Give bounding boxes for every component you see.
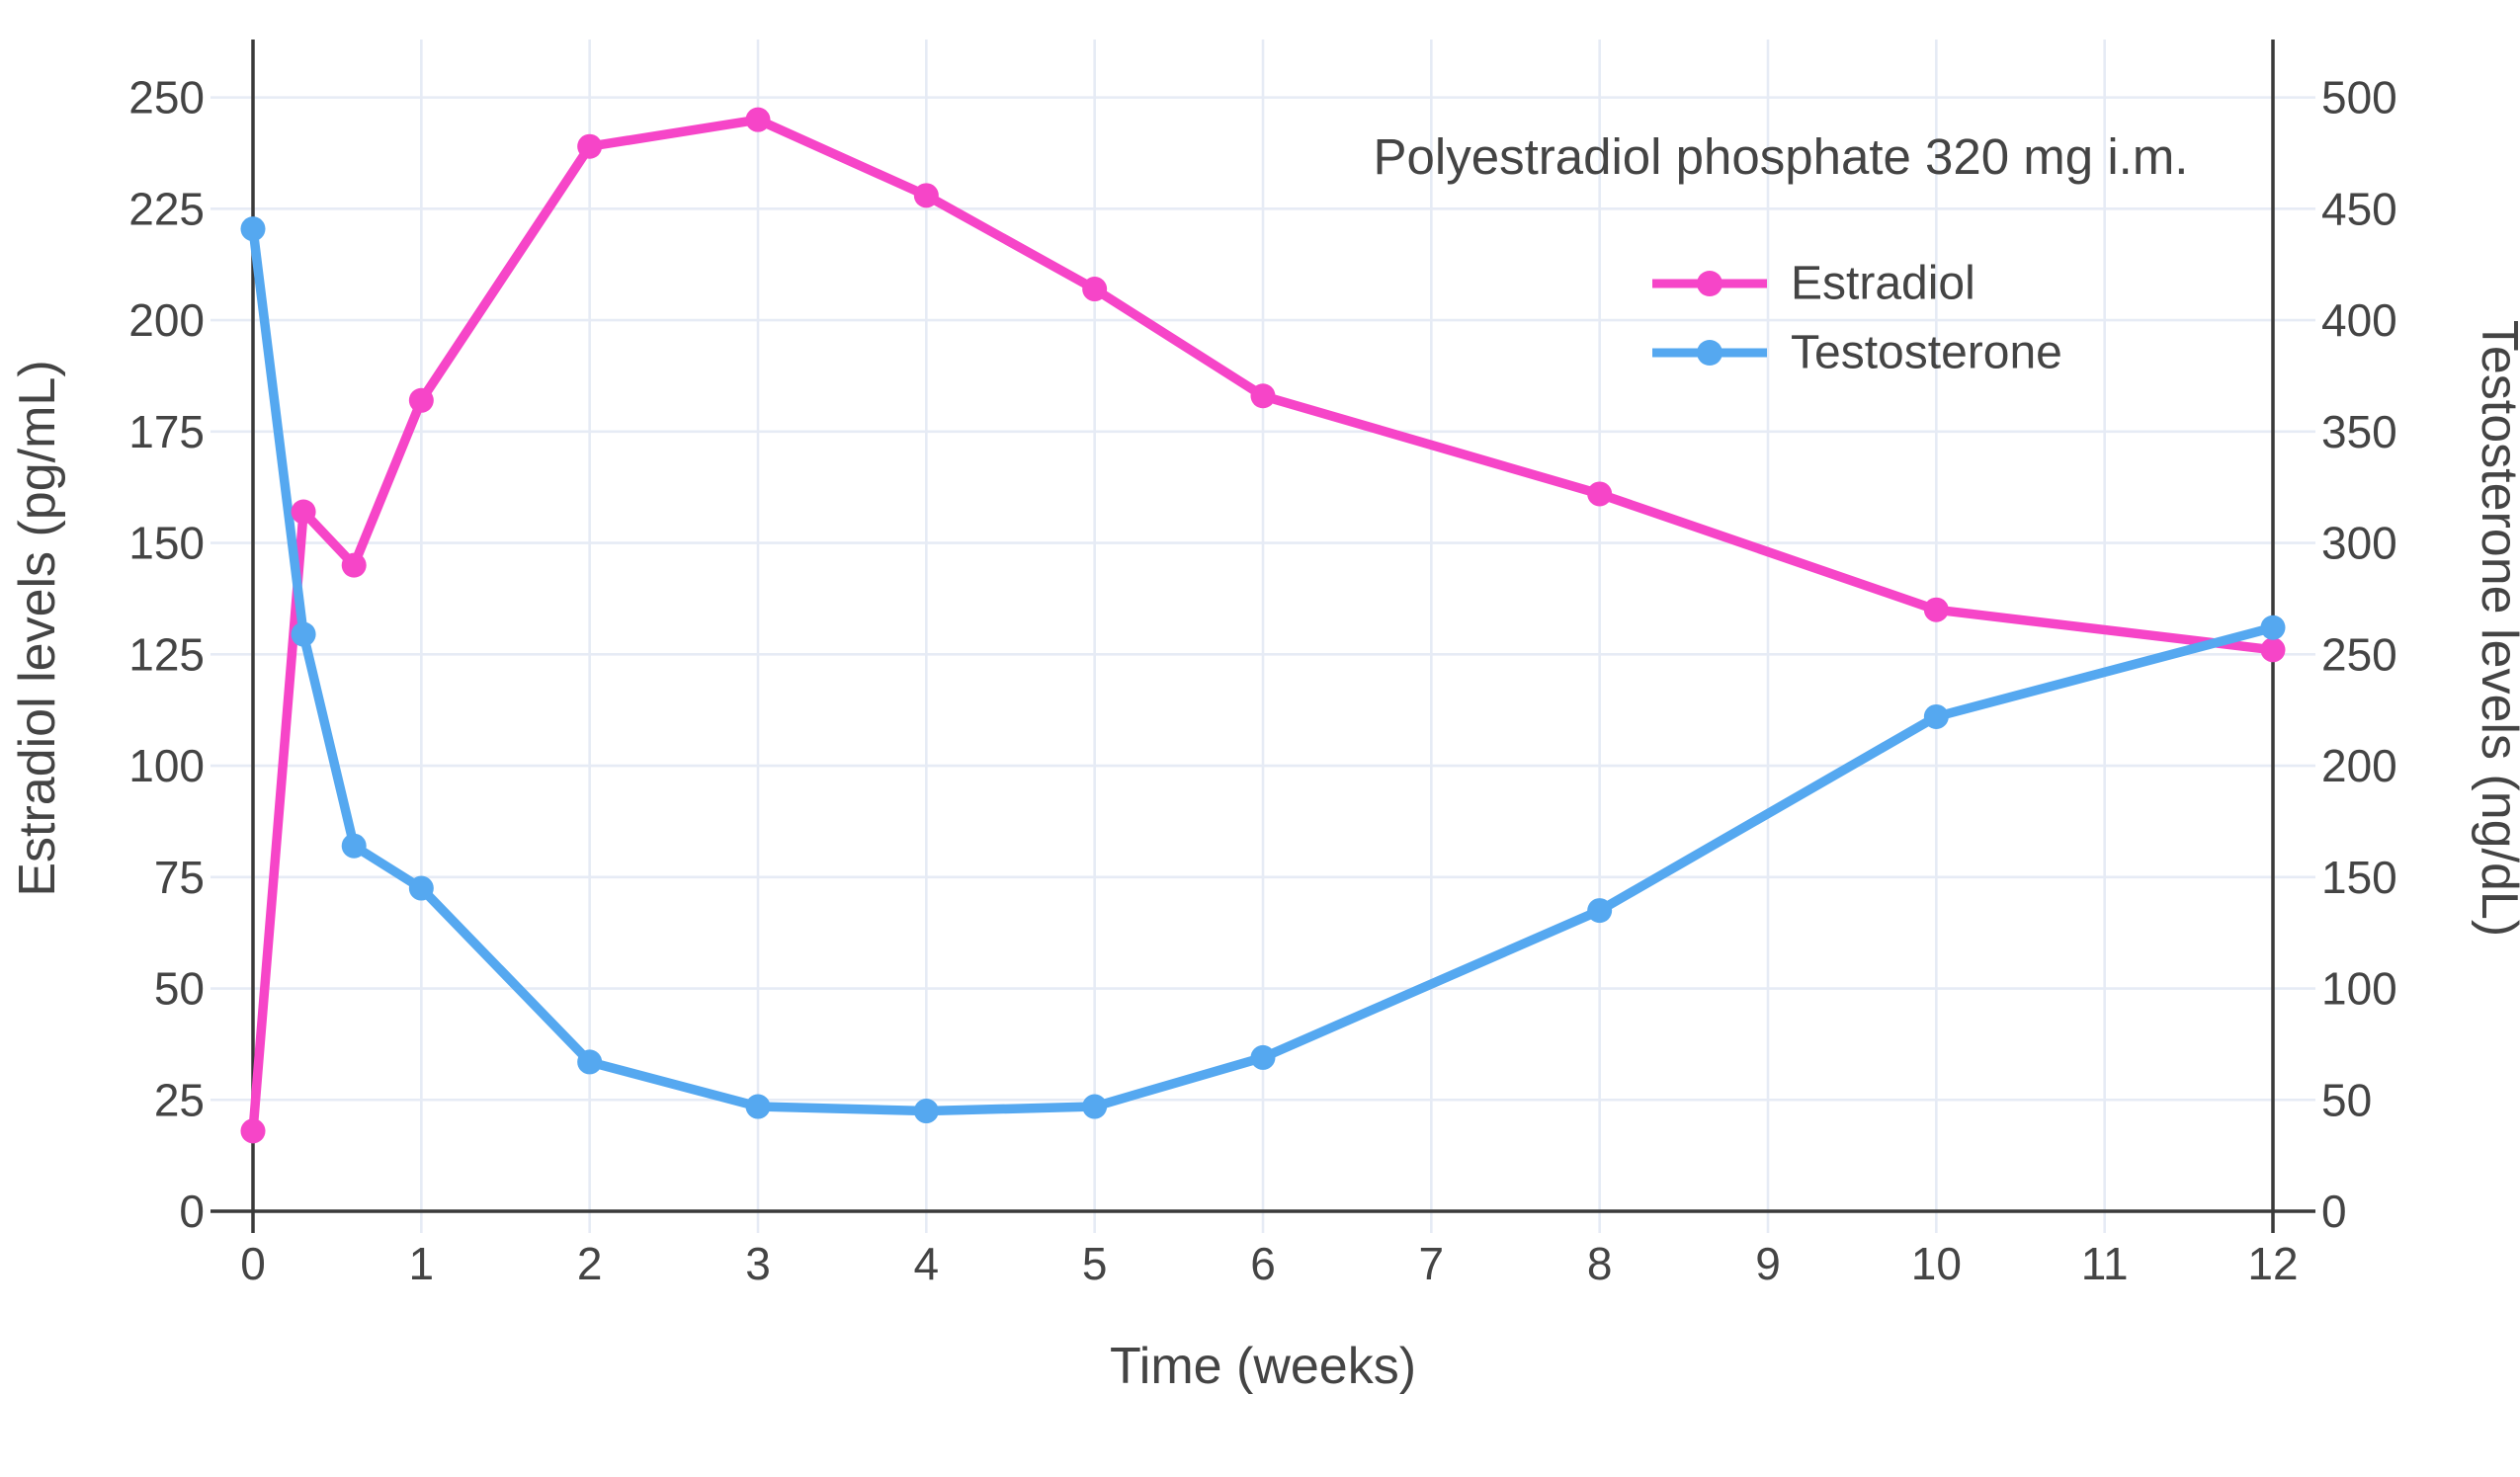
marker-estradiol-wk2 [577, 133, 603, 159]
y-left-tick-label-150: 150 [128, 518, 205, 569]
marker-estradiol-wk12 [2260, 637, 2286, 663]
marker-testosterone-wk5 [1082, 1094, 1108, 1119]
y-left-tick-label-0: 0 [179, 1186, 205, 1237]
marker-estradiol-wk0.3 [291, 499, 316, 525]
y-right-tick-label-200: 200 [2321, 740, 2397, 791]
x-axis-title: Time (weeks) [1110, 1338, 1416, 1395]
marker-estradiol-wk6 [1250, 383, 1276, 409]
y-left-tick-label-225: 225 [128, 183, 205, 234]
y-left-tick-label-250: 250 [128, 72, 205, 123]
y-right-tick-label-350: 350 [2321, 406, 2397, 457]
y-right-tick-label-50: 50 [2321, 1074, 2372, 1125]
marker-testosterone-wk2 [577, 1049, 603, 1075]
y-axis-title-left: Estradiol levels (pg/mL) [9, 360, 66, 896]
y-left-tick-label-50: 50 [154, 963, 205, 1015]
marker-testosterone-wk0.6 [341, 833, 367, 859]
marker-testosterone-wk6 [1250, 1044, 1276, 1070]
marker-testosterone-wk3 [745, 1094, 771, 1119]
legend-item-estradiol: Estradiol [1652, 258, 1975, 310]
x-tick-label-2: 2 [577, 1238, 603, 1289]
marker-estradiol-wk5 [1082, 277, 1108, 302]
y-left-tick-label-200: 200 [128, 294, 205, 346]
x-tick-label-5: 5 [1082, 1238, 1108, 1289]
marker-testosterone-wk12 [2260, 615, 2286, 640]
series-testosterone-line [248, 223, 2278, 1116]
x-tick-label-11: 11 [2081, 1238, 2129, 1289]
marker-testosterone-wk0.3 [291, 621, 316, 647]
y-right-tick-label-100: 100 [2321, 963, 2397, 1015]
legend-item-testosterone: Testosterone [1652, 327, 2062, 379]
tick-labels: 0255075100125150175200225250050100150200… [128, 72, 2397, 1289]
y-left-tick-label-125: 125 [128, 628, 205, 680]
y-right-tick-label-300: 300 [2321, 518, 2397, 569]
x-tick-label-8: 8 [1587, 1238, 1613, 1289]
y-right-tick-label-450: 450 [2321, 183, 2397, 234]
y-left-tick-label-175: 175 [128, 406, 205, 457]
y-right-tick-label-500: 500 [2321, 72, 2397, 123]
marker-testosterone-wk8 [1587, 898, 1613, 924]
y-left-tick-label-75: 75 [154, 852, 205, 903]
legend: Estradiol Testosterone [1652, 258, 2062, 379]
marker-estradiol-wk4 [913, 183, 939, 208]
y-right-tick-label-0: 0 [2321, 1186, 2347, 1237]
y-right-tick-label-400: 400 [2321, 294, 2397, 346]
y-right-tick-label-250: 250 [2321, 628, 2397, 680]
x-tick-label-7: 7 [1419, 1238, 1445, 1289]
x-tick-label-3: 3 [745, 1238, 771, 1289]
marker-testosterone-wk10 [1923, 703, 1949, 729]
estradiol-legend-marker [1697, 271, 1722, 296]
marker-testosterone-wk1 [408, 875, 434, 901]
y-left-tick-label-100: 100 [128, 740, 205, 791]
marker-testosterone-wk0 [240, 216, 266, 242]
data-series [240, 107, 2286, 1144]
tick-marks [210, 96, 2315, 1233]
legend-label-estradiol: Estradiol [1791, 258, 1975, 310]
x-tick-label-6: 6 [1250, 1238, 1276, 1289]
x-tick-label-12: 12 [2247, 1238, 2298, 1289]
marker-estradiol-wk10 [1923, 597, 1949, 622]
legend-label-testosterone: Testosterone [1791, 327, 2062, 379]
x-tick-label-0: 0 [240, 1238, 266, 1289]
gridlines [253, 40, 2273, 1211]
y-axis-title-right: Testosterone levels (ng/dL) [2471, 320, 2520, 937]
x-tick-label-4: 4 [914, 1238, 940, 1289]
x-tick-label-9: 9 [1755, 1238, 1781, 1289]
annotation-title: Polyestradiol phosphate 320 mg i.m. [1374, 128, 2189, 185]
marker-estradiol-wk8 [1587, 481, 1613, 507]
testosterone-legend-marker [1697, 340, 1722, 366]
marker-testosterone-wk4 [913, 1099, 939, 1124]
y-right-tick-label-150: 150 [2321, 852, 2397, 903]
x-tick-label-10: 10 [1911, 1238, 1962, 1289]
marker-estradiol-wk3 [745, 107, 771, 132]
marker-estradiol-wk1 [408, 387, 434, 413]
y-left-tick-label-25: 25 [154, 1074, 205, 1125]
marker-estradiol-wk0 [240, 1118, 266, 1144]
x-tick-label-1: 1 [409, 1238, 435, 1289]
marker-estradiol-wk0.6 [341, 552, 367, 578]
